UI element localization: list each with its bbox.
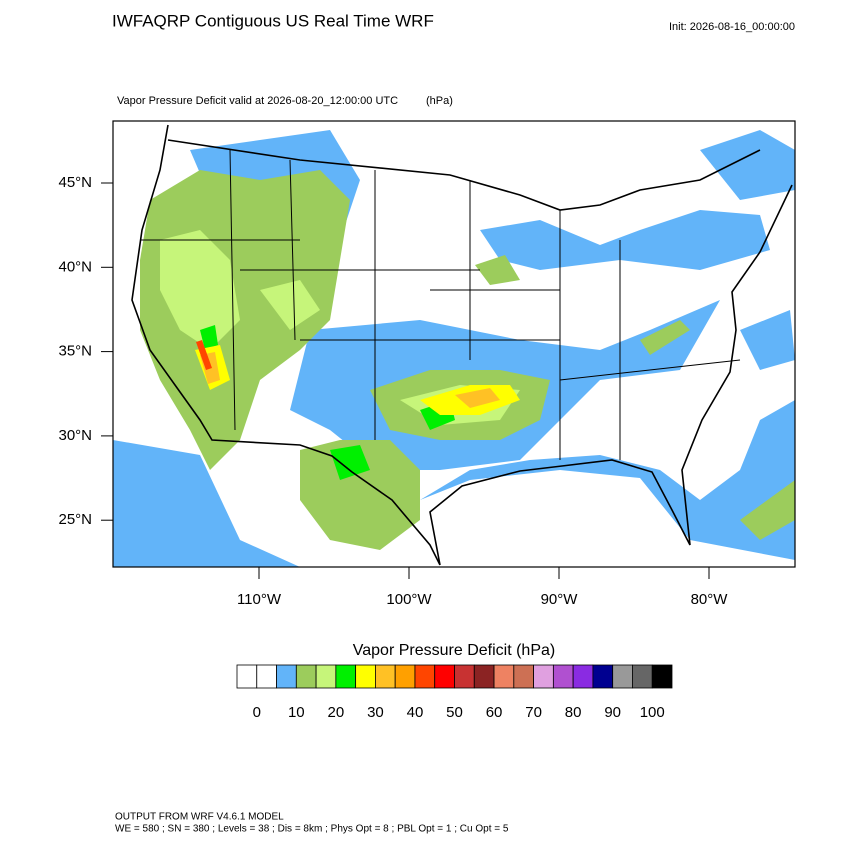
olive-areas-part	[640, 320, 690, 355]
colorbar-swatch	[375, 664, 396, 689]
colorbar-swatch	[236, 664, 258, 689]
colorbar-label: 60	[486, 704, 503, 721]
colorbar-swatch	[295, 664, 317, 689]
colorbar-label: 20	[328, 704, 345, 721]
coastline-part	[131, 124, 793, 566]
colorbar-swatch	[592, 664, 614, 689]
light-green-areas-part	[260, 280, 320, 330]
colorbar-swatch	[632, 664, 653, 689]
lon-label: 90°W	[541, 591, 579, 608]
colorbar-label: 30	[367, 704, 384, 721]
colorbar-label: 50	[446, 704, 463, 721]
colorbar-swatch	[394, 664, 416, 689]
colorbar-swatch	[256, 664, 277, 689]
colorbar-swatch	[513, 664, 534, 689]
colorbar-swatch	[493, 664, 515, 689]
green-areas-part	[200, 325, 218, 350]
lat-label: 40°N	[58, 258, 92, 275]
colorbar-label: 70	[525, 704, 542, 721]
colorbar-label: 80	[565, 704, 582, 721]
colorbar-swatch	[572, 664, 594, 689]
state-lines-part	[140, 149, 741, 460]
colorbar-swatch	[473, 664, 495, 689]
colorbar-swatch	[355, 664, 376, 689]
blue-areas-part	[740, 310, 795, 370]
colorbar-swatch	[414, 664, 436, 689]
colorbar-swatch	[434, 664, 455, 689]
colorbar-title: Vapor Pressure Deficit (hPa)	[353, 642, 555, 659]
colorbar-swatch	[276, 664, 297, 689]
colorbar-swatch	[552, 664, 574, 689]
colorbar-swatch	[315, 664, 337, 689]
hot-spot	[196, 340, 212, 370]
subtitle: Vapor Pressure Deficit valid at 2026-08-…	[117, 95, 398, 107]
title: IWFAQRP Contiguous US Real Time WRF	[112, 11, 434, 30]
gold-areas-part	[455, 388, 500, 408]
lat-label: 45°N	[58, 174, 92, 191]
lon-label: 100°W	[386, 591, 432, 608]
lat-label: 30°N	[58, 427, 92, 444]
units: (hPa)	[426, 95, 453, 107]
axis-labels: 45°N 40°N 35°N 30°N 25°N 110°W 100°W 90°W 80°W	[58, 174, 728, 608]
colorbar-swatch	[533, 664, 554, 689]
lon-label: 80°W	[691, 591, 729, 608]
lon-label: 110°W	[237, 591, 282, 608]
olive-areas-part	[740, 480, 795, 540]
colorbar-label: 90	[604, 704, 621, 721]
olive-areas-part	[475, 255, 520, 285]
lat-label: 35°N	[58, 343, 92, 360]
blue-areas-part	[420, 400, 795, 560]
blue-areas-part	[113, 440, 300, 567]
blue-areas-part	[480, 210, 770, 270]
olive-areas-part	[300, 440, 420, 550]
blue-areas-part	[700, 130, 795, 200]
green-areas-part	[330, 445, 370, 480]
light-green-areas-part	[160, 230, 240, 350]
map-frame	[112, 120, 796, 568]
colorbar-label: 0	[253, 704, 261, 721]
state-lines	[140, 149, 741, 460]
colorbar-swatch	[335, 664, 357, 689]
colorbar: 0 10 20 30 40 50 60 70 80 90 100	[236, 664, 673, 721]
colorbar-label: 40	[407, 704, 424, 721]
colorbar-swatch	[454, 664, 475, 689]
colorbar-label: 100	[640, 704, 665, 721]
colorbar-swatch	[612, 664, 633, 689]
footer-line-1: OUTPUT FROM WRF V4.6.1 MODEL	[115, 812, 284, 823]
map	[113, 121, 795, 567]
colorbar-label: 10	[288, 704, 305, 721]
lat-label: 25°N	[58, 511, 92, 528]
footer-line-2: WE = 580 ; SN = 380 ; Levels = 38 ; Dis …	[115, 824, 509, 835]
init-time: Init: 2026-08-16_00:00:00	[669, 21, 795, 33]
colorbar-swatch	[651, 664, 673, 689]
